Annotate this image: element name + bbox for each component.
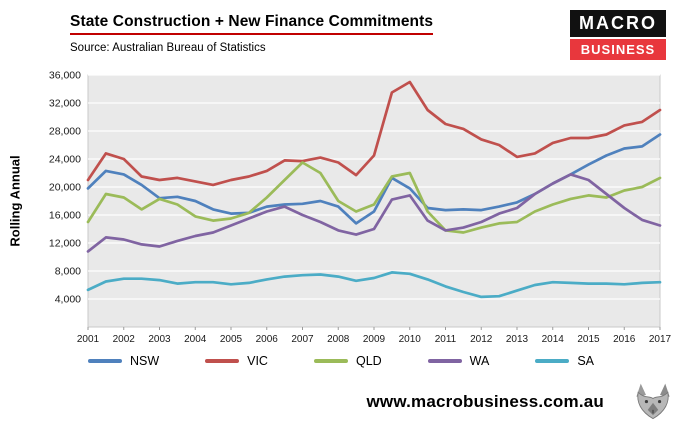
x-tick-label: 2004: [184, 334, 207, 345]
series-line-SA: [86, 271, 662, 299]
wa-line-swatch: [427, 359, 462, 363]
macrobusiness-logo: MACRO BUSINESS: [570, 10, 666, 60]
x-tick-label: 2011: [435, 334, 457, 345]
footer: www.macrobusiness.com.au: [0, 381, 682, 423]
chart-legend: NSW VIC QLD WA SA: [0, 349, 682, 373]
x-tick-label: 2003: [148, 334, 171, 345]
x-tick-label: 2012: [470, 334, 493, 345]
logo-business-text: BUSINESS: [570, 39, 666, 60]
sa-line-swatch: [535, 359, 570, 363]
y-tick-label: 24,000: [49, 154, 81, 166]
y-tick-label: 4,000: [55, 294, 81, 306]
header-text-block: State Construction + New Finance Commitm…: [70, 13, 682, 54]
y-tick-label: 36,000: [49, 70, 81, 82]
chart-region: Rolling Annual 4,000 8,000 12,000 16,000 20,…: [0, 63, 682, 347]
source-note: Source: Australian Bureau of Statistics: [70, 42, 266, 54]
x-tick-label: 2013: [506, 334, 529, 345]
x-tick-label: 2001: [77, 334, 100, 345]
series-line-VIC: [86, 80, 662, 187]
y-tick-label: 8,000: [55, 266, 81, 278]
y-tick-label: 20,000: [49, 182, 81, 194]
legend-item-vic: VIC: [205, 354, 268, 368]
legend-item-sa: SA: [535, 354, 594, 368]
x-tick-label: 2005: [220, 334, 243, 345]
chart-canvas: 4,000 8,000 12,000 16,000 20,000 24,000 28,000…: [49, 70, 672, 346]
page-title: State Construction + New Finance Commitm…: [70, 13, 434, 35]
legend-label-wa: WA: [469, 354, 490, 368]
x-tick-label: 2017: [649, 334, 672, 345]
legend-label-nsw: NSW: [129, 354, 160, 368]
legend-item-nsw: NSW: [87, 354, 160, 368]
series-line-QLD: [86, 161, 662, 234]
x-tick-label: 2002: [113, 334, 136, 345]
y-tick-label: 16,000: [49, 210, 81, 222]
x-tick-label: 2016: [613, 334, 636, 345]
x-tick-label: 2014: [542, 334, 565, 345]
x-tick-label: 2007: [291, 334, 314, 345]
wolf-logo: [636, 383, 670, 420]
legend-item-wa: WA: [427, 354, 490, 368]
x-tick-label: 2010: [399, 334, 422, 345]
legend-label-qld: QLD: [355, 354, 382, 368]
logo-macro-text: MACRO: [570, 10, 666, 37]
y-axis-title: Rolling Annual: [7, 155, 23, 247]
qld-line-swatch: [313, 359, 348, 363]
nsw-line-swatch: [87, 359, 122, 363]
x-tick-label: 2009: [363, 334, 386, 345]
series-line-WA: [86, 173, 662, 253]
legend-label-vic: VIC: [247, 354, 268, 368]
y-tick-label: 32,000: [49, 98, 81, 110]
y-tick-label: 28,000: [49, 126, 81, 138]
x-tick-label: 2008: [327, 334, 350, 345]
website-text: www.macrobusiness.com.au: [366, 392, 604, 411]
legend-label-sa: SA: [577, 354, 595, 368]
y-tick-label: 12,000: [49, 238, 81, 250]
header: State Construction + New Finance Commitm…: [0, 0, 682, 60]
x-tick-label: 2015: [577, 334, 600, 345]
plot-area: [87, 74, 661, 328]
legend-item-qld: QLD: [313, 354, 382, 368]
x-tick-label: 2006: [256, 334, 279, 345]
vic-line-swatch: [205, 359, 240, 363]
